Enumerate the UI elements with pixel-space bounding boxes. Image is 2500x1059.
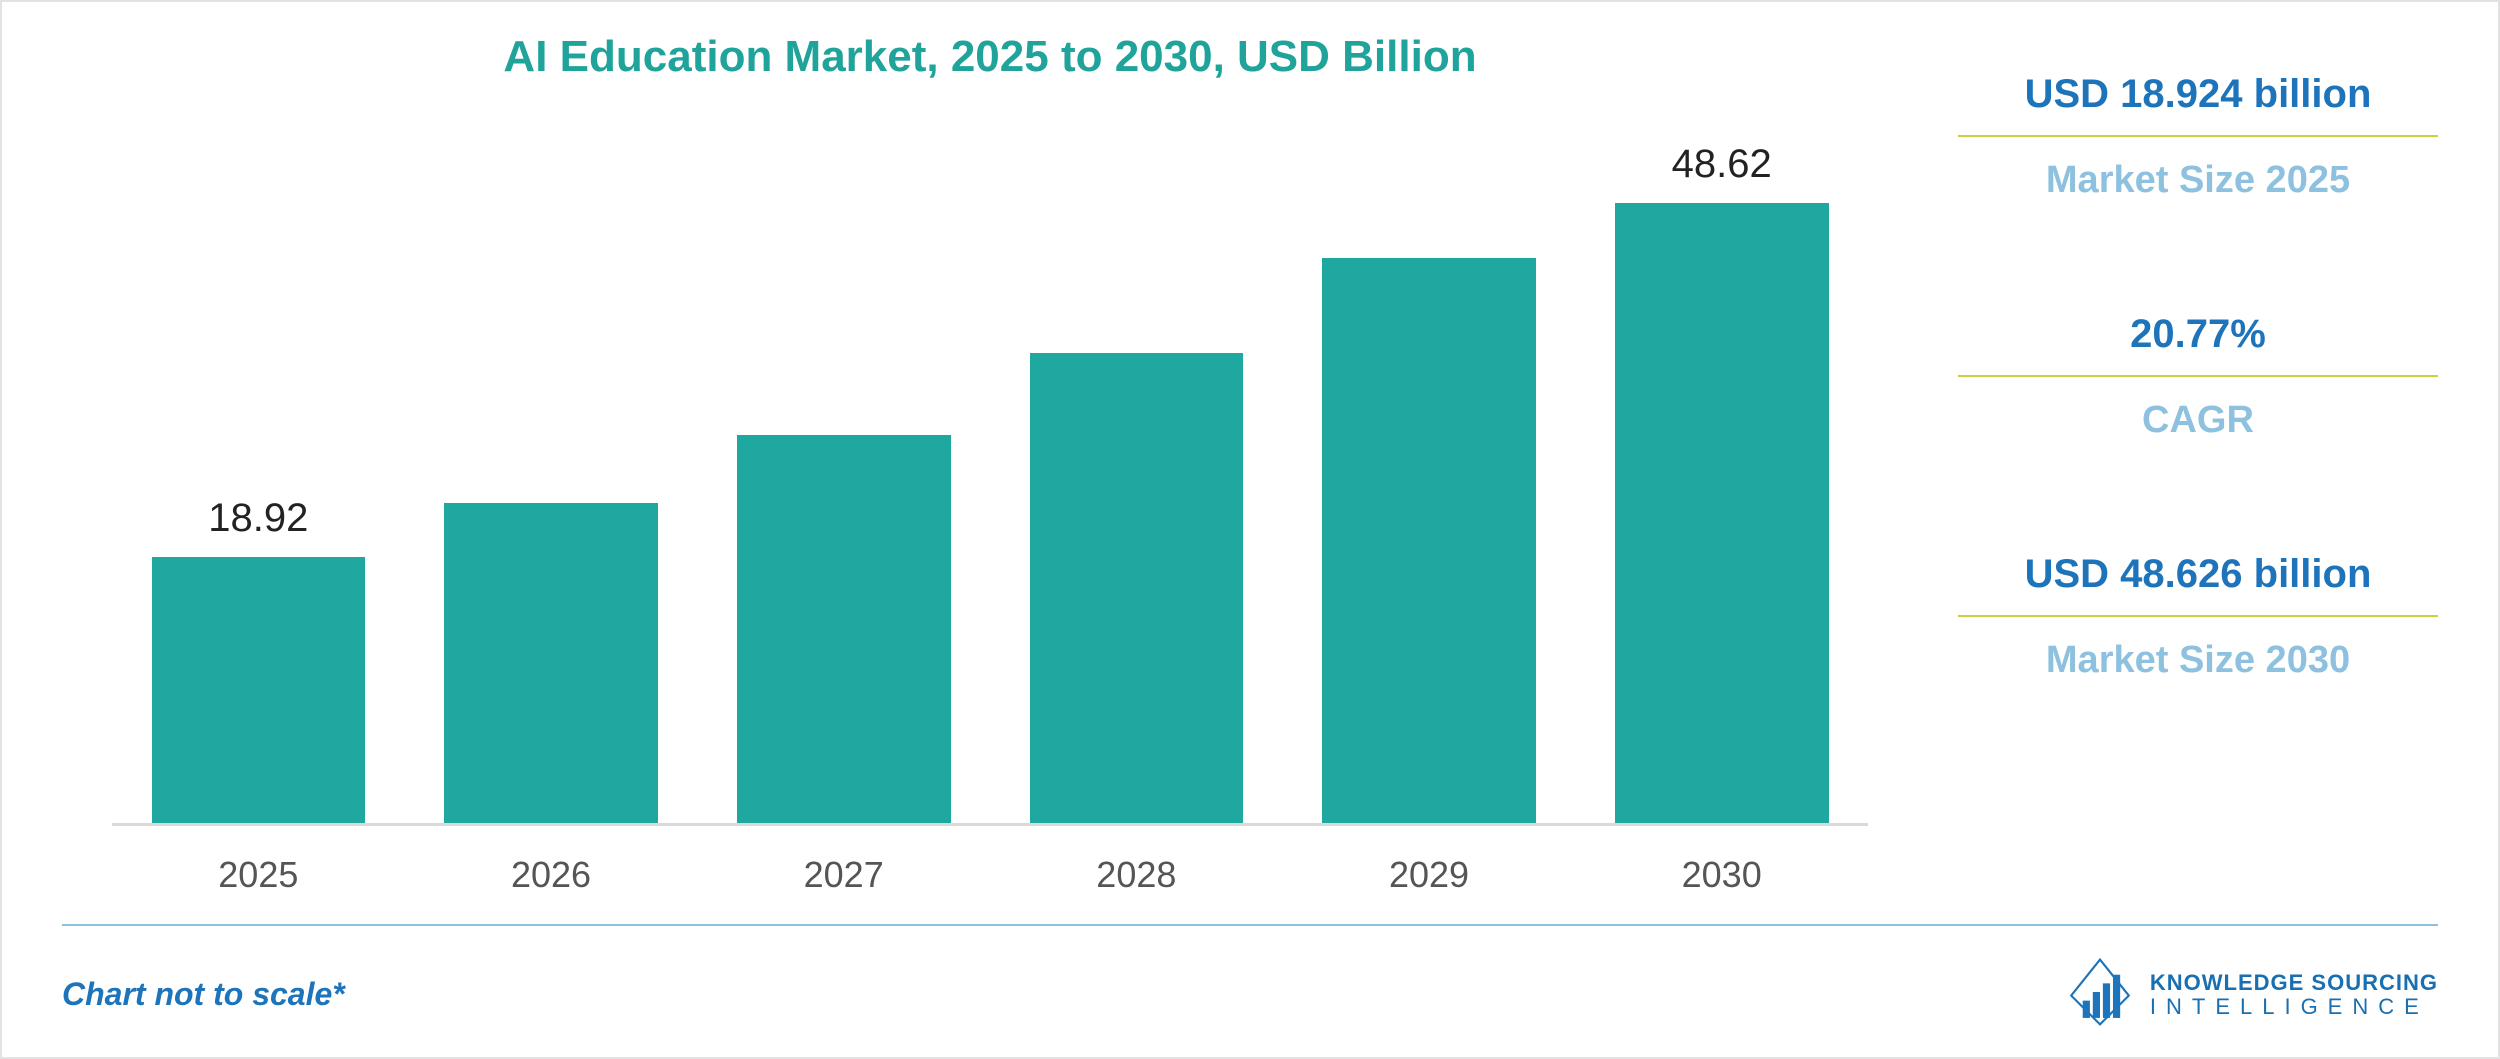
chart-title: AI Education Market, 2025 to 2030, USD B… <box>72 32 1908 82</box>
stat-value: USD 48.626 billion <box>1958 552 2438 597</box>
stat-divider <box>1958 135 2438 137</box>
bar-slot <box>405 142 698 823</box>
stat-label: Market Size 2030 <box>1958 639 2438 682</box>
chart-frame: AI Education Market, 2025 to 2030, USD B… <box>0 0 2500 1059</box>
bar-value-label: 48.62 <box>1672 142 1772 187</box>
bars-area: 18.92 48.62 <box>112 142 1868 826</box>
x-tick-label: 2028 <box>990 854 1283 896</box>
bar <box>737 435 951 823</box>
stat-divider <box>1958 615 2438 617</box>
brand-line2: INTELLIGENCE <box>2150 995 2438 1018</box>
bar-slot: 18.92 <box>112 142 405 823</box>
x-axis: 202520262027202820292030 <box>112 826 1868 896</box>
x-tick-label: 2027 <box>697 854 990 896</box>
brand-line1: KNOWLEDGE SOURCING <box>2150 971 2438 994</box>
x-tick-label: 2030 <box>1575 854 1868 896</box>
main-row: AI Education Market, 2025 to 2030, USD B… <box>2 2 2498 896</box>
bar-value-label: 18.92 <box>208 496 308 541</box>
stat-block: 20.77% CAGR <box>1958 312 2438 442</box>
stat-block: USD 18.924 billion Market Size 2025 <box>1958 72 2438 202</box>
bar-slot <box>1283 142 1576 823</box>
stat-label: Market Size 2025 <box>1958 159 2438 202</box>
bar <box>1030 353 1244 823</box>
chart-disclaimer: Chart not to scale* <box>62 976 345 1013</box>
brand-block: KNOWLEDGE SOURCING INTELLIGENCE <box>2064 956 2438 1033</box>
stat-value: 20.77% <box>1958 312 2438 357</box>
bar <box>1615 203 1829 823</box>
stat-divider <box>1958 375 2438 377</box>
stat-block: USD 48.626 billion Market Size 2030 <box>1958 552 2438 682</box>
stats-column: USD 18.924 billion Market Size 2025 20.77%… <box>1918 2 2498 896</box>
x-tick-label: 2029 <box>1283 854 1576 896</box>
x-tick-label: 2025 <box>112 854 405 896</box>
bar <box>1322 258 1536 823</box>
bar <box>444 503 658 823</box>
bar-slot <box>990 142 1283 823</box>
bar <box>152 557 366 823</box>
bar-slot <box>697 142 990 823</box>
chart-column: AI Education Market, 2025 to 2030, USD B… <box>2 2 1918 896</box>
brand-text: KNOWLEDGE SOURCING INTELLIGENCE <box>2150 971 2438 1017</box>
stat-label: CAGR <box>1958 399 2438 442</box>
bar-slot: 48.62 <box>1575 142 1868 823</box>
x-tick-label: 2026 <box>405 854 698 896</box>
chart-plot: 18.92 48.62 202520262027202820292030 <box>72 102 1908 896</box>
brand-icon <box>2064 956 2136 1033</box>
footer-row: Chart not to scale* KNOWLEDGE SOURCING I… <box>2 926 2498 1057</box>
stat-value: USD 18.924 billion <box>1958 72 2438 117</box>
